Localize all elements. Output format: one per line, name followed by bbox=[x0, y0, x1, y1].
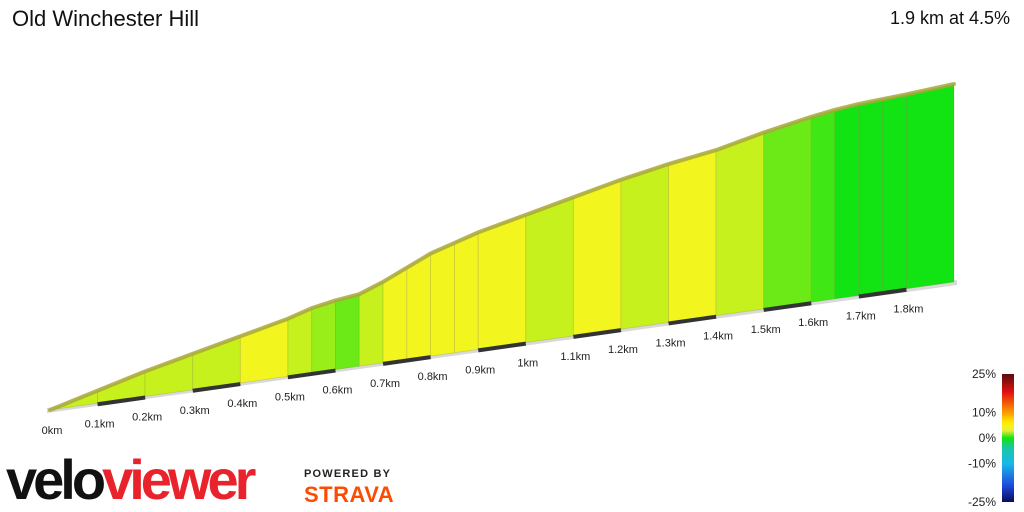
profile-segment bbox=[763, 116, 812, 310]
distance-tick-bar bbox=[763, 301, 812, 312]
distance-tick-bar bbox=[192, 382, 241, 393]
branding: veloviewer POWERED BY STRAVA bbox=[6, 448, 426, 512]
distance-tick-bar bbox=[477, 341, 527, 353]
distance-tick-label: 1.8km bbox=[893, 304, 923, 316]
gradient-legend-bar bbox=[1002, 374, 1014, 502]
distance-tick-label: 1.7km bbox=[846, 310, 876, 322]
profile-segment bbox=[715, 131, 765, 317]
distance-tick-label: 0km bbox=[42, 425, 63, 437]
distance-tick-bar bbox=[668, 314, 717, 326]
gradient-legend-label: 10% bbox=[972, 405, 996, 419]
gradient-legend-label: 0% bbox=[979, 431, 997, 445]
powered-by-label: POWERED BY bbox=[304, 468, 392, 480]
profile-segment bbox=[406, 252, 432, 360]
gradient-legend-label: -10% bbox=[968, 457, 996, 471]
distance-tick-label: 0.9km bbox=[465, 364, 495, 376]
profile-segment bbox=[477, 214, 527, 350]
profile-segment bbox=[810, 109, 836, 303]
climb-summary: 1.9 km at 4.5% bbox=[889, 8, 1010, 28]
profile-segment bbox=[668, 149, 717, 323]
distance-tick-label: 0.6km bbox=[322, 385, 352, 397]
profile-ridge bbox=[48, 82, 956, 412]
distance-tick-label: 1.3km bbox=[656, 337, 686, 349]
veloviewer-logo[interactable]: veloviewer bbox=[6, 448, 256, 511]
profile-segment bbox=[858, 98, 884, 296]
profile-segment bbox=[311, 299, 336, 374]
distance-tick-bar bbox=[858, 287, 907, 299]
gradient-legend: 25% 10% 0% -10% -25% bbox=[968, 367, 1014, 509]
profile-segment bbox=[144, 353, 194, 397]
profile-segment bbox=[882, 93, 907, 293]
distance-tick-label: 0.2km bbox=[132, 412, 162, 424]
distance-tick-label: 1.4km bbox=[703, 331, 733, 343]
distance-tick-bar bbox=[287, 368, 336, 380]
distance-tick-label: 0.4km bbox=[227, 398, 257, 410]
profile-segment bbox=[620, 163, 669, 330]
gradient-legend-label: 25% bbox=[972, 367, 996, 381]
profile-segment bbox=[454, 231, 479, 354]
distance-tick-label: 1.5km bbox=[751, 324, 781, 336]
distance-tick-label: 0.8km bbox=[418, 371, 448, 383]
distance-tick-label: 1km bbox=[517, 358, 538, 370]
strava-logo[interactable]: STRAVA bbox=[304, 482, 395, 507]
profile-segment bbox=[430, 242, 455, 357]
distance-tick-label: 0.7km bbox=[370, 378, 400, 390]
profile-segment bbox=[525, 196, 574, 344]
profile-segment bbox=[906, 83, 955, 290]
distance-tick-bar bbox=[382, 355, 431, 366]
distance-tick-label: 0.3km bbox=[180, 405, 210, 417]
distance-tick-label: 0.1km bbox=[85, 418, 115, 430]
distance-tick-bar bbox=[573, 328, 622, 339]
profile-segment bbox=[834, 103, 860, 300]
profile-segment bbox=[335, 293, 360, 371]
profile-segment bbox=[572, 179, 622, 337]
distance-tick-label: 1.2km bbox=[608, 344, 638, 356]
distance-tick-label: 1.6km bbox=[798, 317, 828, 329]
gradient-legend-label: -25% bbox=[968, 495, 996, 509]
distance-tick-bar bbox=[97, 395, 146, 407]
page-title: Old Winchester Hill bbox=[12, 6, 200, 31]
distance-tick-label: 1.1km bbox=[560, 351, 590, 363]
distance-tick-label: 0.5km bbox=[275, 391, 305, 403]
